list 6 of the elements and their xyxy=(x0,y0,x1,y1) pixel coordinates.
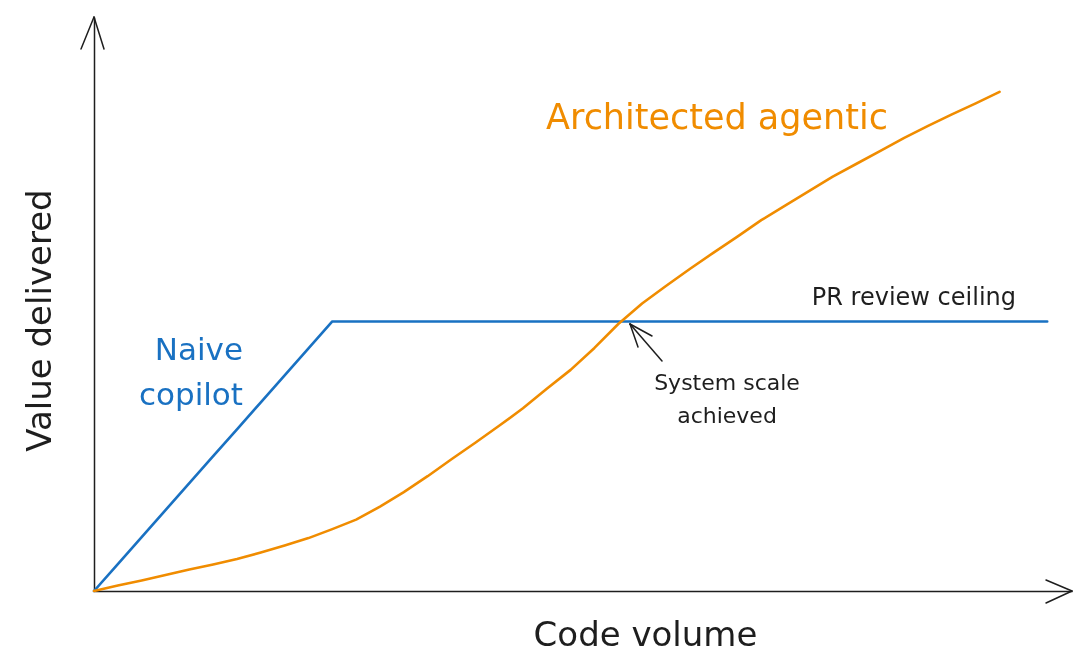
annotation: PR review ceiling xyxy=(811,283,1016,312)
y-axis-title: Value delivered xyxy=(18,189,59,452)
annotation: System scale achieved xyxy=(654,370,800,429)
series-label: Naive copilot xyxy=(138,331,243,412)
series-label: Architected agentic xyxy=(546,97,888,137)
x-axis-title: Code volume xyxy=(533,613,758,654)
